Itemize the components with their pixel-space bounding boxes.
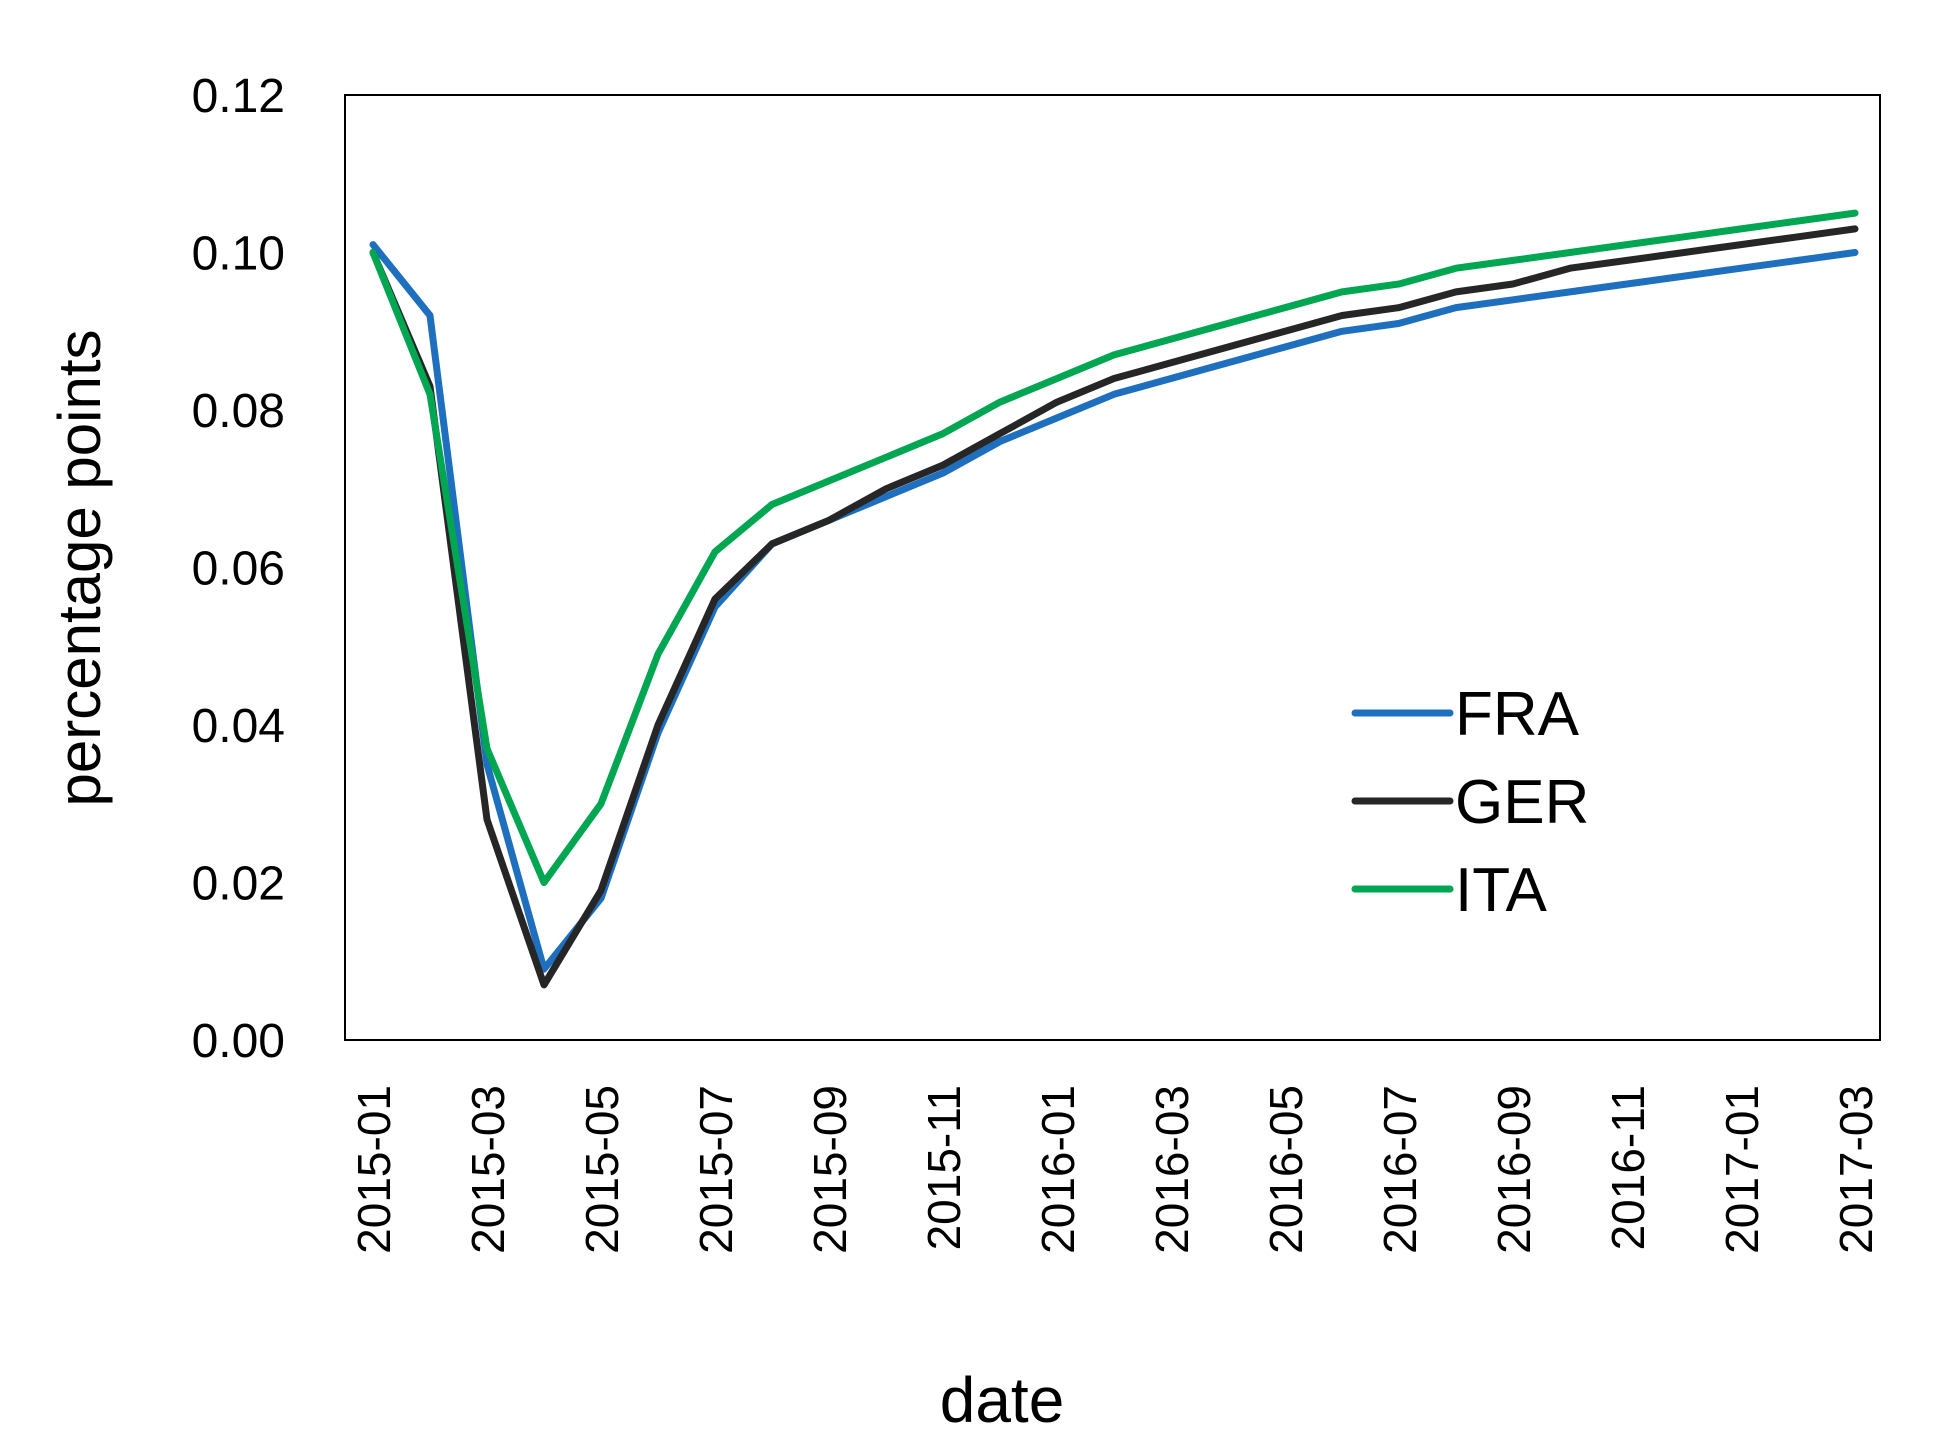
legend: FRA GER ITA [1351,680,1589,925]
x-tick-label: 2015-09 [804,1085,856,1254]
y-tick-label: 0.04 [192,700,285,753]
series-line-ita [369,209,1859,886]
x-tick-label: 2015-03 [462,1085,514,1254]
x-tick-label: 2016-07 [1374,1085,1426,1254]
y-tick-label: 0.06 [192,543,285,596]
x-tick-label: 2015-01 [348,1085,400,1254]
x-tick-label: 2015-05 [576,1085,628,1254]
x-tick-label: 2016-09 [1488,1085,1540,1254]
y-tick-label: 0.12 [192,70,285,123]
legend-label-ita: ITA [1455,856,1547,925]
y-axis-label: percentage points [46,329,113,806]
legend-label-fra: FRA [1455,680,1580,749]
x-tick-label: 2015-11 [918,1085,970,1250]
x-tick-label: 2016-03 [1146,1085,1198,1254]
y-axis-ticks: 0.00 0.02 0.04 0.06 0.08 0.10 0.12 [192,70,285,1068]
y-tick-label: 0.02 [192,858,285,911]
x-tick-label: 2016-01 [1032,1085,1084,1254]
x-axis-ticks: 2015-01 2015-03 2015-05 2015-07 2015-09 2015-… [348,1085,1882,1254]
y-tick-label: 0.00 [192,1015,285,1068]
legend-label-ger: GER [1455,768,1589,837]
plot-frame [344,94,1881,1041]
x-tick-label: 2017-01 [1716,1085,1768,1254]
y-tick-label: 0.10 [192,228,285,281]
x-tick-label: 2016-05 [1260,1085,1312,1254]
x-tick-label: 2016-11 [1602,1085,1654,1250]
series-lines [369,209,1859,989]
series-line-ger [369,225,1859,989]
y-tick-label: 0.08 [192,385,285,438]
x-tick-label: 2017-03 [1830,1085,1882,1254]
x-axis-label: date [940,1364,1065,1436]
x-tick-label: 2015-07 [690,1085,742,1254]
